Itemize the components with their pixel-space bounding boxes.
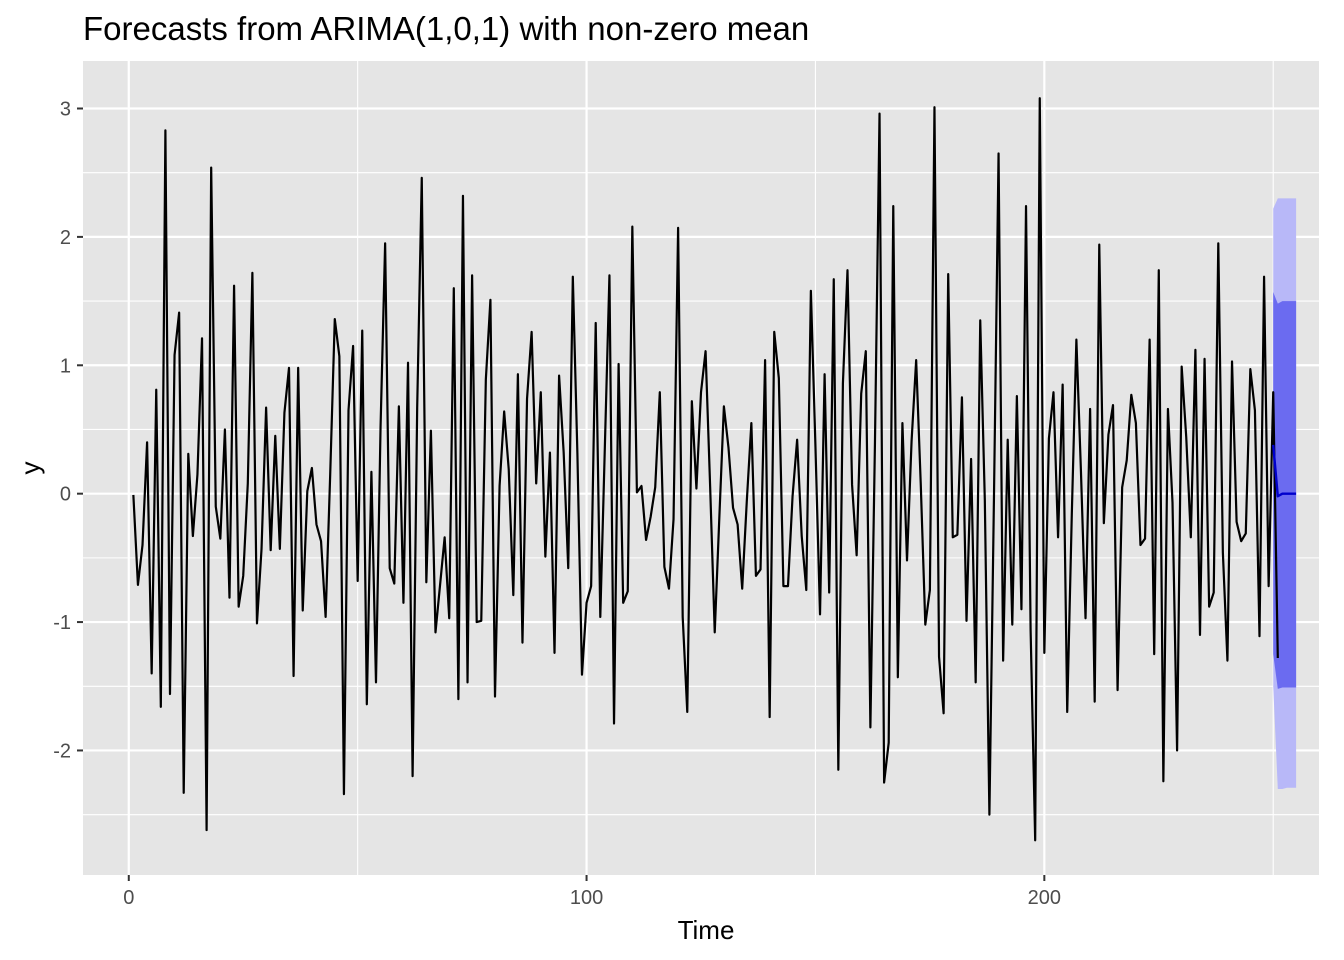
forecast-mean-line bbox=[1272, 444, 1297, 498]
x-axis: 0 100 200 bbox=[123, 875, 1061, 909]
y-tick-label: 2 bbox=[60, 227, 71, 249]
y-tick-label: 3 bbox=[60, 99, 71, 121]
major-gridlines bbox=[83, 61, 1319, 875]
y-tick-label: -2 bbox=[53, 740, 71, 762]
y-axis-title: y bbox=[15, 462, 45, 475]
series-lines bbox=[132, 97, 1297, 842]
y-tick-label: 0 bbox=[60, 484, 71, 506]
x-tick-label: 100 bbox=[570, 887, 603, 909]
x-tick-label: 200 bbox=[1028, 887, 1061, 909]
pi80-band bbox=[1273, 292, 1297, 689]
x-tick-label: 0 bbox=[123, 887, 134, 909]
y-tick-label: -1 bbox=[53, 612, 71, 634]
chart-title: Forecasts from ARIMA(1,0,1) with non-zer… bbox=[83, 10, 809, 47]
x-axis-title: Time bbox=[678, 915, 735, 945]
y-tick-label: 1 bbox=[60, 355, 71, 377]
observed-series-line bbox=[132, 97, 1279, 842]
y-axis: -2 -1 0 1 2 3 bbox=[53, 99, 83, 762]
